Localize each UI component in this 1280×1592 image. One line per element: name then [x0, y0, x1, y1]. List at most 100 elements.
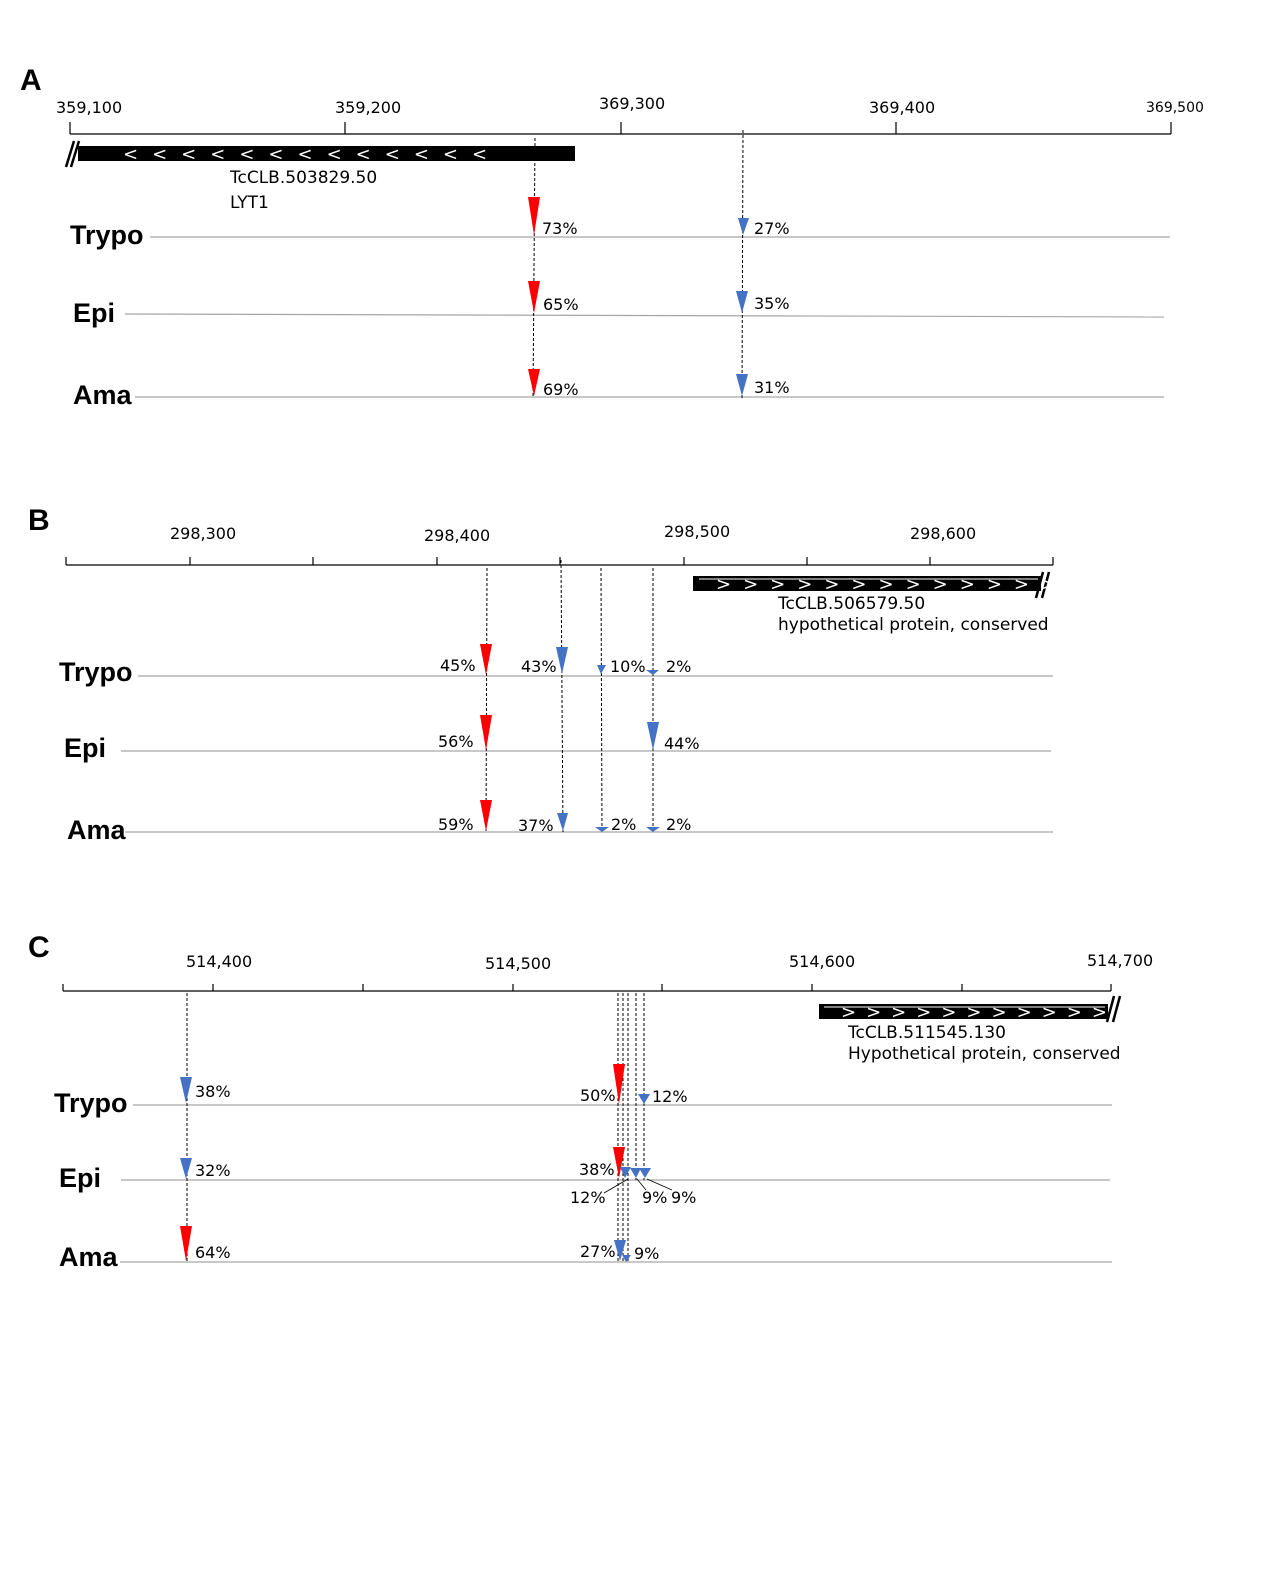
minor-splice-site-marker: [622, 1255, 631, 1262]
tick-label: 514,700: [1087, 951, 1153, 970]
site-guide-line: [485, 567, 488, 833]
stage-label: Trypo: [59, 657, 133, 687]
panel-letter: A: [20, 64, 42, 97]
major-splice-site-marker: [528, 281, 540, 313]
tick-label: 359,100: [56, 98, 122, 117]
minor-splice-site-marker: [736, 374, 748, 396]
panel-c: C 514,400 514,500 514,600 514,700 >>>>>>…: [28, 931, 1192, 1272]
gene-feature: <<<<<<<<<<<<< TcCLB.503829.50 LYT1: [64, 140, 575, 213]
gene-body: [78, 146, 575, 161]
panel-a: A 359,100 359,200 369,300 369,400 369,50…: [20, 64, 1204, 410]
usage-percent: 12%: [570, 1188, 606, 1207]
tick-label: 369,500: [1146, 100, 1204, 116]
minor-splice-site-marker: [180, 1158, 192, 1179]
break-mark: [1105, 995, 1116, 1023]
coordinate-ruler: 298,300 298,400 298,500 298,600: [65, 522, 1054, 566]
tick-label: 514,400: [186, 952, 252, 971]
usage-percent: 10%: [610, 657, 646, 676]
usage-percent: 9%: [634, 1244, 659, 1263]
major-splice-site-marker: [613, 1064, 625, 1104]
minor-splice-site-marker: [736, 291, 748, 313]
minor-splice-site-marker: [614, 1240, 626, 1261]
major-splice-site-marker: [480, 715, 492, 750]
major-splice-site-marker: [480, 800, 492, 831]
gene-feature: >>>>>>>>>>>>>> TcCLB.506579.50 hypotheti…: [693, 571, 1095, 635]
stage-label: Epi: [73, 298, 115, 328]
usage-percent: 65%: [543, 295, 579, 314]
minor-splice-site-marker: [738, 218, 749, 235]
usage-percent: 2%: [666, 657, 691, 676]
usage-percent: 27%: [754, 219, 790, 238]
usage-percent: 73%: [542, 219, 578, 238]
panel-letter: C: [28, 931, 50, 964]
break-mark: [69, 140, 81, 168]
gene-description: hypothetical protein, conserved: [778, 615, 1049, 635]
site-guide-line: [560, 559, 564, 833]
strand-arrows: >>>>>>>>>>>>>>: [716, 574, 1095, 595]
minor-splice-site-marker: [630, 1168, 641, 1178]
strand-arrows: >>>>>>>>>>>>>>: [841, 1002, 1192, 1023]
major-splice-site-marker: [528, 369, 540, 396]
tick-label: 369,400: [869, 98, 935, 117]
usage-percent: 2%: [666, 815, 691, 834]
major-splice-site-marker: [180, 1226, 192, 1261]
minor-splice-site-marker: [620, 1167, 631, 1178]
major-splice-site-marker: [528, 197, 540, 235]
stage-label: Ama: [67, 815, 127, 845]
usage-percent: 32%: [195, 1161, 231, 1180]
usage-percent: 50%: [580, 1086, 616, 1105]
usage-percent: 31%: [754, 378, 790, 397]
tick-label: 298,300: [170, 524, 236, 543]
label-leader-line: [646, 1178, 673, 1191]
stage-label: Epi: [64, 733, 106, 763]
gene-description: Hypothetical protein, conserved: [848, 1044, 1121, 1064]
stage-label: Epi: [59, 1163, 101, 1193]
stage-track: [124, 313, 1165, 318]
minor-splice-site-marker: [647, 722, 659, 750]
minor-splice-site-marker: [639, 1168, 651, 1178]
tick-label: 298,600: [910, 524, 976, 543]
gene-id: TcCLB.511545.130: [847, 1023, 1006, 1043]
minor-splice-site-marker: [556, 647, 568, 674]
panel-letter: B: [28, 504, 50, 537]
break-mark: [64, 140, 76, 168]
gene-body: [819, 1004, 1108, 1019]
strand-arrows: <<<<<<<<<<<<<: [123, 144, 501, 165]
stage-label: Trypo: [54, 1088, 128, 1118]
usage-percent: 35%: [754, 294, 790, 313]
gene-feature: >>>>>>>>>>>>>> TcCLB.511545.130 Hypothet…: [819, 995, 1192, 1064]
coordinate-ruler: 514,400 514,500 514,600 514,700: [62, 951, 1153, 992]
minor-splice-site-marker: [180, 1077, 192, 1103]
minor-splice-site-marker: [597, 665, 606, 674]
minor-splice-site-marker: [646, 670, 659, 675]
minor-splice-site-marker: [557, 813, 568, 831]
tick-label: 514,600: [789, 952, 855, 971]
site-guide-line: [532, 137, 536, 399]
usage-percent: 59%: [438, 815, 474, 834]
usage-percent: 45%: [440, 656, 476, 675]
tick-label: 359,200: [335, 98, 401, 117]
break-mark: [1040, 571, 1051, 599]
stage-label: Ama: [59, 1242, 119, 1272]
usage-percent: 44%: [664, 734, 700, 753]
major-splice-site-marker: [480, 644, 492, 675]
usage-percent: 12%: [652, 1087, 688, 1106]
panel-b: B 298,300 298,400 298,500 298,600 >>>>>>…: [28, 504, 1095, 845]
usage-percent: 2%: [611, 815, 636, 834]
usage-percent: 27%: [580, 1242, 616, 1261]
break-mark: [1034, 571, 1045, 599]
major-splice-site-marker: [613, 1147, 625, 1178]
usage-percent: 37%: [518, 816, 554, 835]
minor-splice-site-marker: [638, 1094, 650, 1104]
stage-label: Ama: [73, 380, 133, 410]
minor-splice-site-marker: [595, 827, 609, 832]
usage-percent: 43%: [521, 657, 557, 676]
gene-body: [693, 576, 1041, 591]
gene-id: TcCLB.506579.50: [777, 594, 925, 614]
usage-percent: 69%: [543, 380, 579, 399]
usage-percent: 56%: [438, 732, 474, 751]
gene-id: TcCLB.503829.50: [229, 168, 377, 188]
usage-percent: 64%: [195, 1243, 231, 1262]
tick-label: 514,500: [485, 954, 551, 973]
